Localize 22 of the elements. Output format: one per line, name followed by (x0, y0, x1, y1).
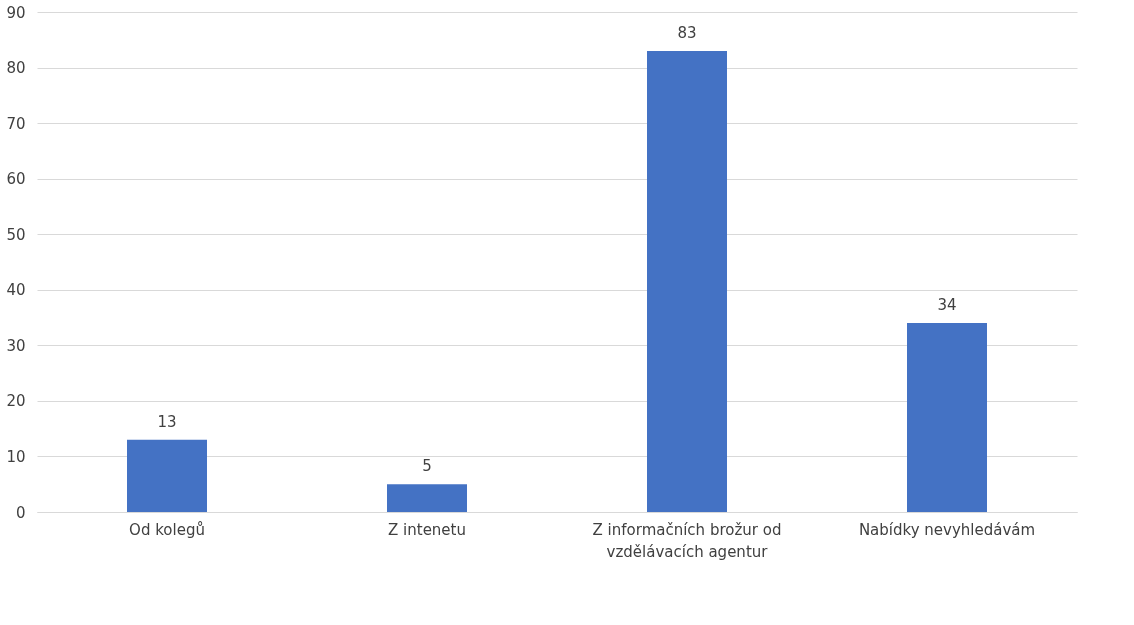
x-tick-label: Z informačních brožur od vzdělávacích agentur (592, 520, 782, 561)
y-tick-label: 0 (15, 503, 26, 522)
data-label: 13 (157, 412, 177, 431)
bar (387, 484, 467, 512)
y-tick-label: 30 (6, 336, 26, 355)
y-tick-label: 40 (6, 281, 26, 300)
y-tick-label: 10 (6, 447, 26, 466)
data-label: 5 (422, 457, 432, 476)
y-tick-label: 80 (6, 59, 26, 78)
x-tick-label: Z intenetu (388, 520, 466, 539)
bar (907, 323, 987, 512)
data-label: 83 (677, 23, 697, 42)
bar (647, 50, 727, 512)
y-tick-label: 90 (6, 3, 26, 22)
x-tick-label: Od kolegů (129, 520, 205, 539)
bar (127, 439, 207, 512)
y-tick-label: 70 (6, 114, 26, 133)
y-tick-label: 50 (6, 225, 26, 244)
x-tick-label: Nabídky nevyhledávám (858, 520, 1036, 539)
y-tick-label: 20 (6, 392, 26, 411)
y-tick-label: 60 (6, 170, 26, 189)
data-label: 34 (937, 296, 957, 315)
